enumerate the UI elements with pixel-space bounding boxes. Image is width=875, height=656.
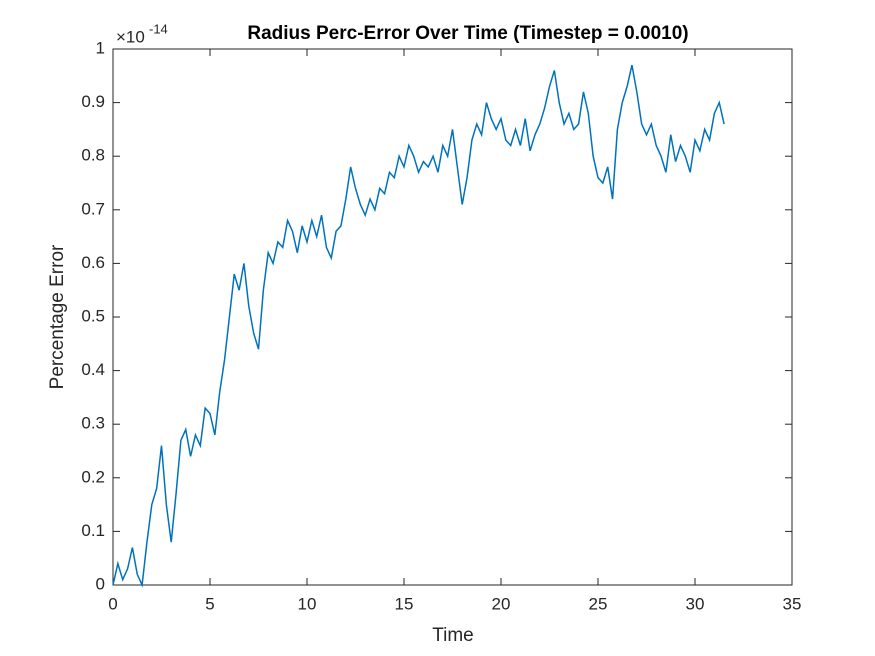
x-tick-label: 30	[686, 594, 705, 613]
y-tick-label: 0.8	[81, 146, 105, 165]
y-multiplier-exponent: -14	[149, 21, 168, 36]
x-tick-label: 35	[783, 594, 802, 613]
y-tick-label: 0.1	[81, 521, 105, 540]
y-axis-label: Percentage Error	[47, 244, 68, 389]
x-tick-label: 0	[108, 594, 117, 613]
chart-title: Radius Perc-Error Over Time (Timestep = …	[247, 23, 688, 44]
y-tick-label: 0	[96, 574, 105, 593]
y-tick-label: 0.3	[81, 414, 105, 433]
x-tick-label: 15	[395, 594, 414, 613]
y-tick-label: 1	[96, 38, 105, 57]
data-line	[112, 64, 725, 588]
y-tick-label: 0.7	[81, 199, 105, 218]
y-tick-label: 0.9	[81, 92, 105, 111]
x-tick-label: 5	[205, 594, 214, 613]
y-tick-label: 0.6	[81, 253, 105, 272]
y-multiplier-base: ×10	[116, 27, 145, 46]
x-axis-label: Time	[432, 625, 474, 646]
x-tick-label: 25	[589, 594, 608, 613]
y-tick-label: 0.4	[81, 360, 105, 379]
y-tick-label: 0.5	[81, 306, 105, 325]
x-tick-label: 20	[492, 594, 511, 613]
y-tick-label: 0.2	[81, 467, 105, 486]
x-tick-label: 10	[298, 594, 317, 613]
